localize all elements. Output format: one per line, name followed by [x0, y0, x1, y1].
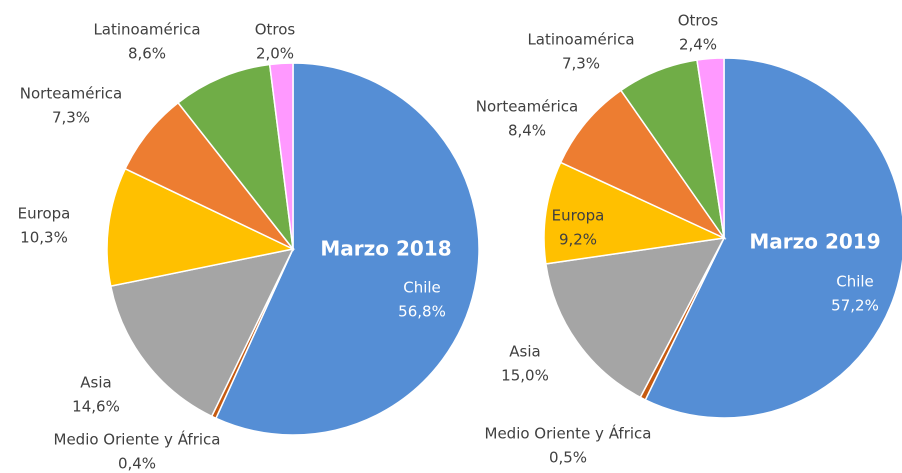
slice-label: Norteamérica — [20, 85, 122, 103]
slice-label: Medio Oriente y África — [54, 430, 221, 449]
value-label: 8,6% — [128, 45, 166, 63]
pie-slice — [268, 62, 294, 250]
slice-label: Medio Oriente y África — [485, 424, 652, 443]
chart-title: Marzo 2018 — [320, 237, 451, 261]
value-label: 7,3% — [562, 55, 600, 73]
value-label: 2,0% — [256, 45, 294, 63]
slice-label: Norteamérica — [476, 98, 578, 116]
slice-label: Chile — [403, 279, 441, 297]
value-label: 8,4% — [508, 122, 546, 140]
value-label: 2,4% — [679, 36, 717, 54]
slice-label: Europa — [552, 207, 605, 225]
value-label: 14,6% — [72, 398, 120, 416]
slice-label: Asia — [509, 343, 540, 361]
chart-title: Marzo 2019 — [749, 230, 880, 254]
pie-slice — [106, 167, 296, 288]
value-label: 56,8% — [398, 303, 446, 321]
pie-slice — [109, 247, 295, 418]
value-label: 9,2% — [559, 231, 597, 249]
slice-label: Otros — [255, 21, 296, 39]
pie-slice — [177, 63, 295, 252]
pie-slice — [644, 57, 902, 419]
slice-label: Otros — [678, 12, 719, 30]
slice-label: Chile — [836, 273, 874, 291]
value-label: 7,3% — [52, 109, 90, 127]
pie-slice — [214, 62, 480, 436]
pie-slice — [543, 161, 727, 265]
slice-label: Asia — [80, 374, 111, 392]
value-label: 0,5% — [549, 449, 587, 467]
value-label: 10,3% — [20, 229, 68, 247]
pie-slice — [545, 237, 726, 399]
value-label: 0,4% — [118, 455, 156, 473]
slice-label: Latinoamérica — [527, 31, 634, 49]
pie-slice — [696, 57, 725, 239]
value-label: 57,2% — [831, 297, 879, 315]
pie-slice — [559, 89, 727, 240]
value-label: 15,0% — [501, 367, 549, 385]
slice-label: Latinoamérica — [93, 21, 200, 39]
slice-label: Europa — [18, 205, 71, 223]
